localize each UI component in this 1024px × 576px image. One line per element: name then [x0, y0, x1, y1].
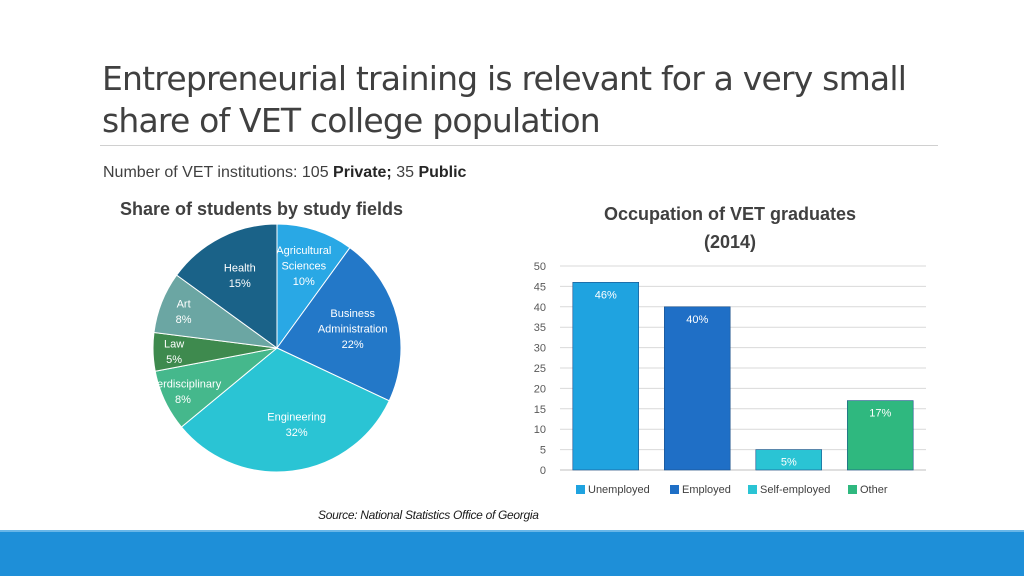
pie-category-label-engineering: Engineering [267, 412, 326, 424]
pie-category-label-business-administration: Business [330, 308, 375, 320]
legend-swatch-employed [670, 485, 679, 494]
legend-label-self-employed: Self-employed [760, 484, 830, 496]
y-tick-label: 15 [534, 404, 546, 416]
bar-value-label-unemployed: 46% [595, 289, 617, 301]
pie-value-label-interdisciplinary: 8% [175, 394, 191, 406]
legend-label-unemployed: Unemployed [588, 484, 650, 496]
bar-self-employed [755, 449, 823, 471]
pie-chart-title: Share of students by study fields [120, 199, 404, 219]
y-tick-label: 40 [534, 302, 546, 314]
pie-value-label-business-administration: 22% [342, 339, 364, 351]
legend-swatch-unemployed [576, 485, 585, 494]
pie-category-label-health: Health [224, 262, 256, 274]
slide-title: Entrepreneurial training is relevant for… [102, 59, 907, 140]
bar-unemployed [572, 281, 640, 471]
y-tick-label: 50 [534, 261, 546, 273]
y-tick-label: 0 [540, 465, 546, 477]
bar-employed [664, 306, 731, 471]
legend-label-other: Other [860, 484, 888, 496]
bar-chart-title-line-1: Occupation of VET graduates [603, 204, 857, 224]
pie-value-label-engineering: 32% [286, 427, 308, 439]
graduate-occupation-bar-chart: 0 5 10 15 20 25 30 35 40 45 50 46% 40% 5% 17% Unemploye… [534, 261, 926, 496]
bar-chart-title: Occupation of VET graduates (2014) [570, 200, 890, 256]
pie-value-label-health: 15% [229, 278, 251, 290]
public-label: Public [418, 164, 467, 181]
bar-value-label-employed: 40% [686, 314, 708, 326]
legend-swatch-other [848, 485, 857, 494]
title-divider [100, 145, 938, 146]
pie-value-label-art: 8% [176, 314, 192, 326]
pie-category-label-agricultural-sciences: Sciences [281, 260, 326, 272]
bar-other [846, 400, 914, 471]
y-tick-label: 45 [534, 281, 546, 293]
y-tick-label: 5 [540, 445, 546, 457]
pie-category-label-agricultural-sciences: Agricultural [276, 245, 331, 257]
pie-slice-engineering [180, 347, 390, 473]
footer-accent-line [0, 530, 1024, 532]
y-tick-label: 25 [534, 363, 546, 375]
bar-value-label-other: 17% [869, 408, 891, 420]
y-tick-label: 35 [534, 322, 546, 334]
pie-category-label-art: Art [177, 298, 191, 310]
bar-chart-title-line-2: (2014) [703, 232, 757, 252]
pie-value-label-agricultural-sciences: 10% [293, 276, 315, 288]
y-tick-label: 20 [534, 383, 546, 395]
private-label: Private; [333, 164, 392, 181]
pie-slice-agricultural-sciences [276, 224, 351, 350]
institutions-middle: 35 [391, 164, 419, 181]
legend-swatch-self-employed [748, 485, 757, 494]
institutions-summary: Number of VET institutions: 105 Private;… [103, 164, 466, 182]
footer-bar [0, 532, 1024, 576]
bar-value-label-self-employed: 5% [781, 457, 797, 469]
legend-label-employed: Employed [682, 484, 731, 496]
pie-category-label-business-administration: Administration [318, 324, 388, 336]
pie-value-label-law: 5% [166, 354, 182, 366]
study-fields-pie-chart: Agricultural Sciences 10% Business Administr… [145, 224, 402, 473]
pie-category-label-law: Law [164, 339, 184, 351]
y-tick-label: 10 [534, 424, 546, 436]
pie-slice-health [175, 224, 278, 349]
institutions-prefix: Number of VET institutions: 105 [103, 164, 334, 181]
pie-category-label-interdisciplinary: Interdisciplinary [145, 379, 222, 391]
y-tick-label: 30 [534, 343, 546, 355]
source-note: Source: National Statistics Office of Ge… [318, 508, 539, 522]
